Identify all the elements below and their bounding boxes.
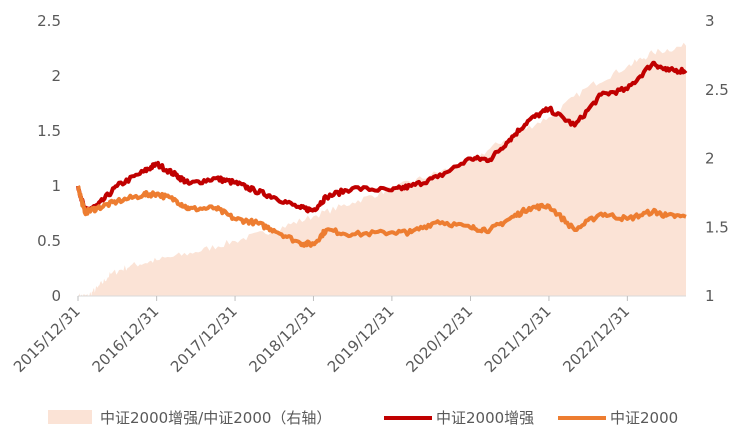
- y-axis-left: 0 0.5 1 1.5 2 2.5: [37, 12, 61, 305]
- line-series-enhanced: [76, 60, 688, 214]
- x-tick-label: 2020/12/31: [402, 302, 476, 376]
- x-tick-label: 2016/12/31: [89, 302, 163, 376]
- y-left-tick-label: 2: [51, 67, 61, 85]
- legend-label: 中证2000: [610, 409, 678, 427]
- y-right-tick-label: 1: [705, 287, 715, 305]
- x-tick-label: 2015/12/31: [10, 302, 84, 376]
- y-right-tick-label: 2: [705, 150, 715, 168]
- legend-swatch-area: [48, 410, 92, 424]
- area-series-ratio: [78, 42, 686, 296]
- legend-label: 中证2000增强/中证2000（右轴）: [100, 409, 331, 427]
- y-right-tick-label: 3: [705, 12, 715, 30]
- y-axis-right: 1 1.5 2 2.5 3: [705, 12, 729, 305]
- x-tick-label: 2017/12/31: [167, 302, 241, 376]
- y-left-tick-label: 1: [51, 177, 61, 195]
- line-series-index: [76, 185, 687, 248]
- line-layer: [76, 60, 688, 248]
- x-axis: 2015/12/31 2016/12/31 2017/12/31 2018/12/31…: [10, 296, 633, 376]
- y-left-tick-label: 1.5: [37, 122, 61, 140]
- x-tick-label: 2019/12/31: [324, 302, 398, 376]
- y-right-tick-label: 1.5: [705, 218, 729, 236]
- x-tick-label: 2018/12/31: [245, 302, 319, 376]
- x-tick-label: 2022/12/31: [559, 302, 633, 376]
- legend-label: 中证2000增强: [436, 409, 534, 427]
- y-left-tick-label: 2.5: [37, 12, 61, 30]
- y-right-tick-label: 2.5: [705, 81, 729, 99]
- y-left-tick-label: 0.5: [37, 232, 61, 250]
- y-left-tick-label: 0: [51, 287, 61, 305]
- x-tick-label: 2021/12/31: [481, 302, 555, 376]
- area-layer: [78, 42, 686, 296]
- legend: 中证2000增强/中证2000（右轴） 中证2000增强 中证2000: [48, 409, 678, 427]
